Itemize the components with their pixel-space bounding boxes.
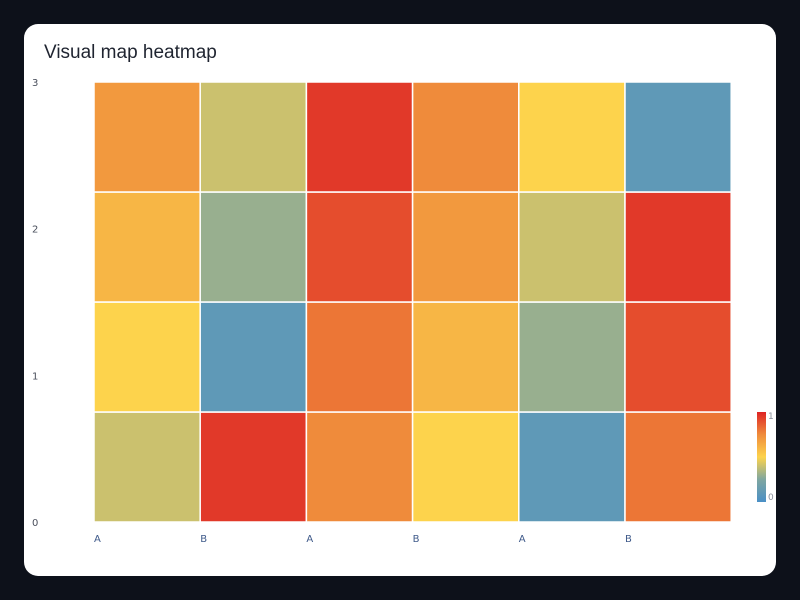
x-tick-label: A: [94, 534, 101, 545]
y-axis-ticks: 0 1 2 3: [32, 78, 38, 529]
heatmap-cell-r3-c1[interactable]: [199, 81, 308, 193]
heatmap-cell-r2-c3[interactable]: [411, 191, 520, 303]
heatmap-cell-r3-c0[interactable]: [93, 81, 201, 193]
x-tick-label: A: [519, 534, 526, 545]
heatmap-cell-r2-c4[interactable]: [518, 191, 626, 303]
chart-title: Visual map heatmap: [44, 42, 217, 63]
y-tick-label: 1: [32, 371, 38, 382]
y-tick-label: 2: [32, 225, 38, 236]
heatmap-cell-r0-c1[interactable]: [199, 411, 308, 523]
heatmap-cell-r1-c3[interactable]: [411, 301, 520, 413]
heatmap-cell-r3-c5[interactable]: [624, 81, 732, 193]
heatmap-cell-r2-c0[interactable]: [93, 191, 201, 303]
x-tick-label: A: [306, 534, 313, 545]
x-tick-label: B: [625, 534, 632, 545]
heatmap-cell-r3-c2[interactable]: [305, 81, 414, 193]
x-tick-label: B: [200, 534, 207, 545]
heatmap-cell-r0-c0[interactable]: [93, 411, 201, 523]
heatmap-cell-r3-c4[interactable]: [518, 81, 626, 193]
heatmap-cell-r1-c4[interactable]: [518, 301, 626, 413]
heatmap-cell-r2-c2[interactable]: [305, 191, 414, 303]
heatmap-cell-r2-c1[interactable]: [199, 191, 308, 303]
visual-map-min-label: 0: [768, 493, 774, 503]
y-tick-label: 0: [32, 518, 38, 529]
heatmap-cell-r0-c5[interactable]: [624, 411, 732, 523]
visual-map[interactable]: 10: [757, 412, 774, 503]
visual-map-bar[interactable]: [757, 412, 766, 502]
heatmap-cell-r2-c5[interactable]: [624, 191, 732, 303]
heatmap-cell-r1-c0[interactable]: [93, 301, 201, 413]
y-tick-label: 3: [32, 78, 38, 89]
heatmap-cell-r1-c1[interactable]: [199, 301, 308, 413]
heatmap-cell-r1-c5[interactable]: [624, 301, 732, 413]
x-tick-label: B: [413, 534, 420, 545]
heatmap-cell-r3-c3[interactable]: [411, 81, 520, 193]
heatmap-cell-r0-c2[interactable]: [305, 411, 414, 523]
heatmap-cell-r0-c3[interactable]: [411, 411, 520, 523]
heatmap-cells: [93, 81, 732, 523]
heatmap-cell-r0-c4[interactable]: [518, 411, 626, 523]
visual-map-max-label: 1: [768, 412, 774, 422]
heatmap-cell-r1-c2[interactable]: [305, 301, 414, 413]
